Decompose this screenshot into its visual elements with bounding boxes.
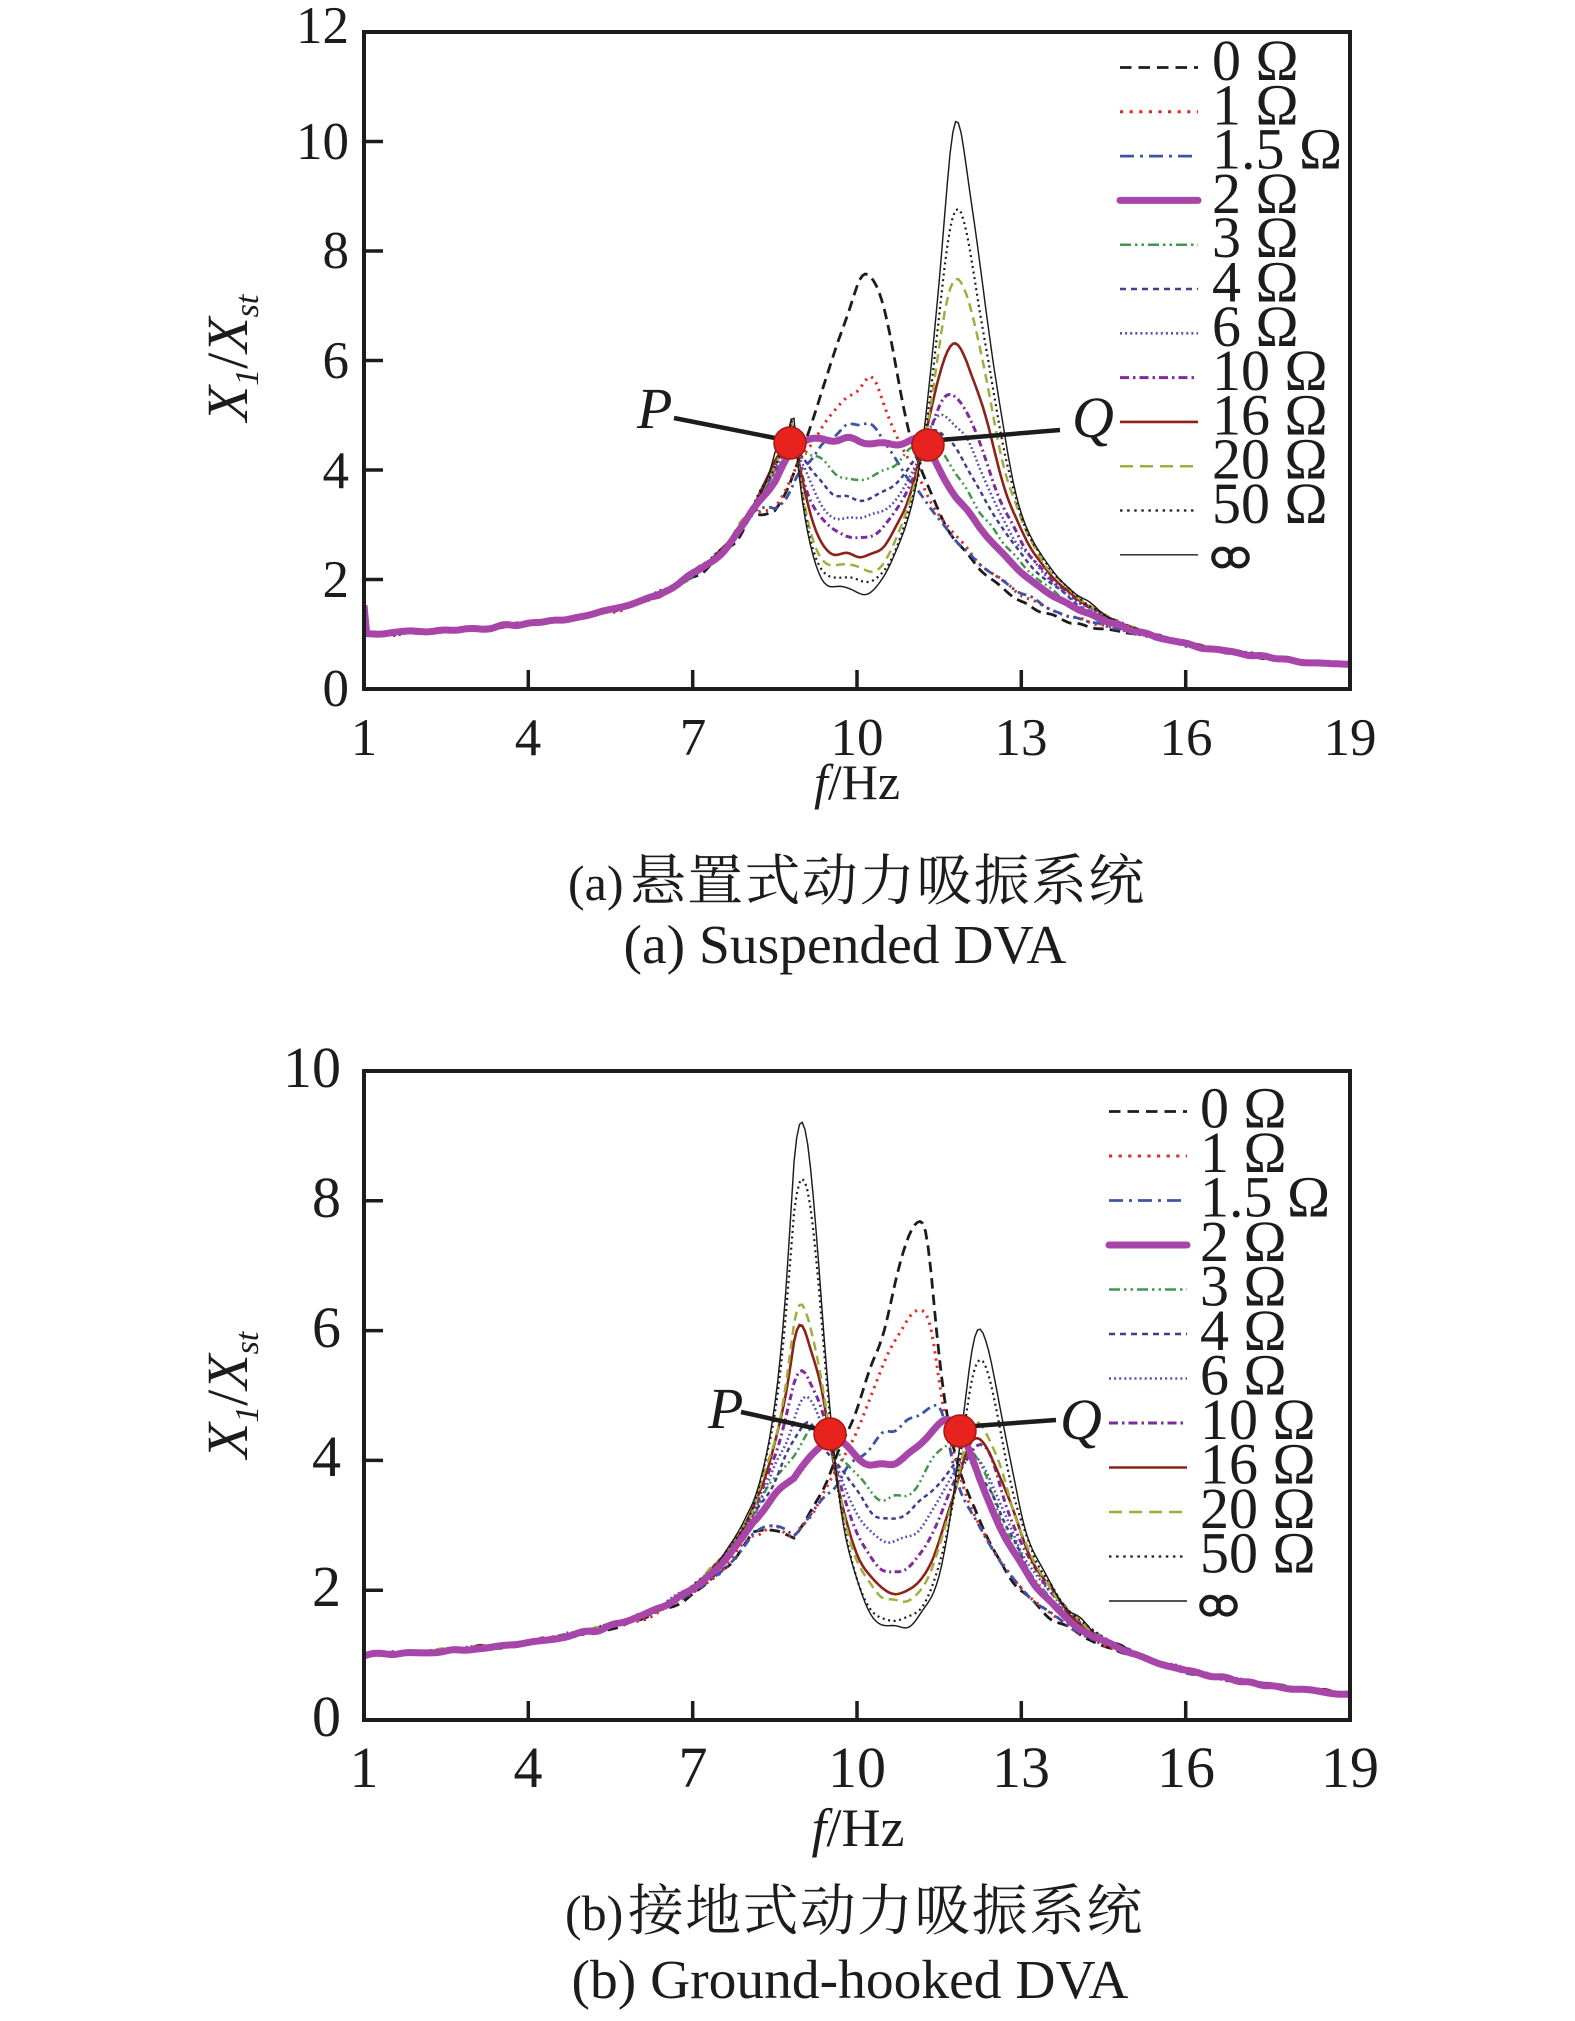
- svg-text:4 Ω: 4 Ω: [1212, 250, 1299, 315]
- svg-text:13: 13: [992, 1735, 1050, 1800]
- svg-text:10: 10: [296, 113, 349, 171]
- svg-text:6 Ω: 6 Ω: [1200, 1343, 1287, 1408]
- svg-text:50 Ω: 50 Ω: [1212, 471, 1328, 536]
- svg-text:f/Hz: f/Hz: [812, 1798, 905, 1858]
- svg-text:1 Ω: 1 Ω: [1212, 72, 1299, 137]
- svg-text:8: 8: [312, 1165, 341, 1230]
- svg-text:13: 13: [995, 709, 1048, 767]
- svg-text:1.5 Ω: 1.5 Ω: [1200, 1165, 1330, 1230]
- svg-text:0: 0: [312, 1684, 341, 1749]
- svg-text:Q: Q: [1060, 1387, 1102, 1452]
- svg-text:4 Ω: 4 Ω: [1200, 1298, 1287, 1363]
- svg-text:16: 16: [1157, 1735, 1215, 1800]
- svg-text:10 Ω: 10 Ω: [1212, 338, 1328, 403]
- svg-text:4: 4: [312, 1424, 341, 1489]
- svg-text:10: 10: [828, 1735, 886, 1800]
- svg-text:P: P: [707, 1376, 743, 1441]
- svg-text:20 Ω: 20 Ω: [1200, 1476, 1316, 1541]
- svg-text:1: 1: [350, 1735, 379, 1800]
- svg-text:10: 10: [831, 709, 884, 767]
- svg-text:19: 19: [1324, 709, 1377, 767]
- svg-text:16: 16: [1160, 709, 1213, 767]
- svg-text:0: 0: [323, 660, 350, 718]
- svg-text:2: 2: [312, 1554, 341, 1619]
- svg-text:Q: Q: [1072, 385, 1114, 450]
- svg-text:8: 8: [323, 222, 350, 280]
- svg-text:4: 4: [323, 442, 350, 500]
- svg-text:16 Ω: 16 Ω: [1212, 382, 1328, 447]
- svg-text:1.5 Ω: 1.5 Ω: [1212, 117, 1342, 182]
- svg-text:2 Ω: 2 Ω: [1212, 161, 1299, 226]
- svg-text:f/Hz: f/Hz: [814, 754, 900, 810]
- svg-text:7: 7: [680, 709, 707, 767]
- svg-text:20 Ω: 20 Ω: [1212, 427, 1328, 492]
- svg-text:1: 1: [351, 709, 378, 767]
- svg-text:P: P: [636, 376, 672, 441]
- svg-text:7: 7: [679, 1735, 708, 1800]
- svg-text:(b) Ground-hooked DVA: (b) Ground-hooked DVA: [572, 1950, 1129, 2011]
- svg-text:3 Ω: 3 Ω: [1212, 205, 1299, 270]
- svg-text:0 Ω: 0 Ω: [1200, 1076, 1287, 1141]
- svg-text:1 Ω: 1 Ω: [1200, 1120, 1287, 1185]
- svg-text:19: 19: [1321, 1735, 1379, 1800]
- svg-text:16 Ω: 16 Ω: [1200, 1432, 1316, 1497]
- svg-text:10: 10: [283, 1035, 341, 1100]
- svg-text:(a) Suspended DVA: (a) Suspended DVA: [624, 915, 1067, 976]
- svg-text:4: 4: [515, 709, 542, 767]
- svg-text:3 Ω: 3 Ω: [1200, 1254, 1287, 1319]
- svg-text:12: 12: [296, 0, 349, 55]
- svg-text:2: 2: [323, 551, 350, 609]
- svg-text:6: 6: [312, 1295, 341, 1360]
- svg-text:2 Ω: 2 Ω: [1200, 1209, 1287, 1274]
- svg-text:50 Ω: 50 Ω: [1200, 1521, 1316, 1586]
- svg-text:10 Ω: 10 Ω: [1200, 1387, 1316, 1452]
- svg-text:(b): (b): [565, 1885, 623, 1941]
- svg-text:6: 6: [323, 332, 350, 390]
- svg-text:0 Ω: 0 Ω: [1212, 28, 1299, 93]
- svg-text:6 Ω: 6 Ω: [1212, 294, 1299, 359]
- svg-text:4: 4: [514, 1735, 543, 1800]
- svg-text:(a): (a): [568, 855, 624, 911]
